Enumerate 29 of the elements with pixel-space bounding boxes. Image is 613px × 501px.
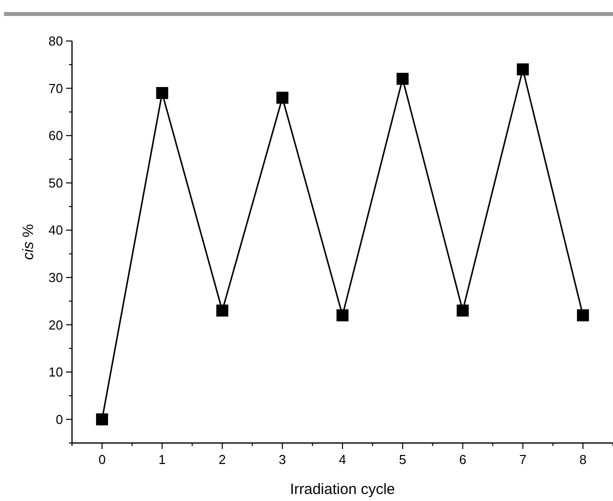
point	[276, 92, 288, 104]
point	[156, 87, 168, 100]
y-tick-label: 70	[48, 80, 63, 96]
point	[456, 304, 469, 317]
y-tick-label: 0	[56, 412, 63, 427]
y-tick-label: 80	[48, 34, 63, 49]
x-tick-label: 3	[278, 452, 286, 467]
point	[96, 413, 108, 426]
y-tick-label: 50	[48, 175, 63, 190]
point	[336, 309, 348, 322]
x-tick-label: 8	[579, 452, 587, 467]
x-tick-label: 7	[519, 452, 526, 467]
x-tick-label: 6	[459, 452, 466, 467]
x-tick-label: 1	[158, 452, 166, 467]
x-tick-label: 4	[338, 452, 346, 467]
y-tick-label: 10	[48, 364, 63, 380]
x-tick-label: 0	[98, 452, 106, 467]
y-axis-title: cis %	[20, 224, 37, 260]
x-tick-label: 2	[218, 452, 226, 467]
y-tick-label: 40	[48, 222, 63, 238]
point	[216, 304, 228, 317]
x-tick-label: 5	[398, 452, 406, 467]
point	[516, 63, 529, 76]
point	[396, 72, 409, 85]
y-tick-label: 30	[48, 270, 63, 286]
x-axis-title: Irradiation cycle	[290, 481, 396, 498]
point	[576, 309, 589, 322]
y-tick-label: 60	[48, 128, 63, 144]
y-tick-label: 20	[48, 317, 63, 332]
